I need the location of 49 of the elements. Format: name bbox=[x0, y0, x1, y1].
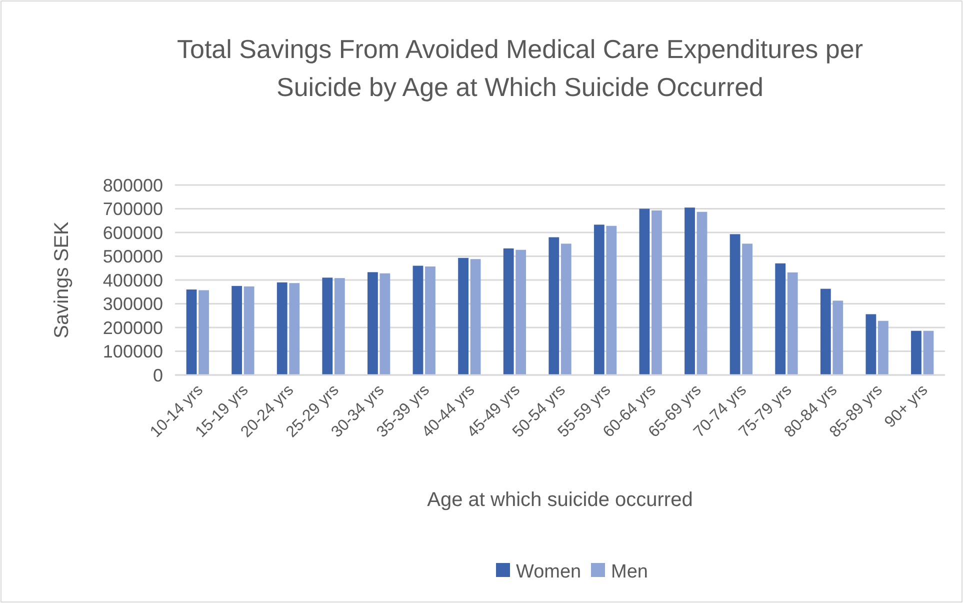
bar bbox=[276, 282, 288, 375]
y-tick-label: 800000 bbox=[102, 175, 163, 196]
y-tick-label: 500000 bbox=[102, 246, 163, 267]
bar bbox=[652, 210, 662, 375]
bar bbox=[594, 224, 604, 375]
bar bbox=[775, 263, 786, 375]
bar bbox=[787, 272, 798, 375]
bar bbox=[730, 234, 740, 375]
bar bbox=[368, 272, 378, 375]
bar bbox=[322, 278, 333, 375]
bar bbox=[516, 250, 526, 375]
bar bbox=[334, 278, 345, 375]
bar bbox=[911, 330, 922, 375]
bar bbox=[639, 208, 650, 375]
y-tick-label: 700000 bbox=[102, 199, 163, 220]
legend-label: Women bbox=[516, 562, 582, 583]
bar bbox=[470, 259, 481, 375]
x-axis-title: Age at which suicide occurred bbox=[427, 489, 693, 511]
bar bbox=[548, 237, 560, 375]
bar bbox=[923, 330, 934, 375]
x-tick-label: 90+ yrs bbox=[882, 382, 932, 432]
bar bbox=[425, 266, 436, 375]
bar bbox=[560, 244, 572, 375]
bar bbox=[289, 283, 300, 375]
bar bbox=[380, 273, 390, 375]
y-tick-label: 200000 bbox=[102, 318, 163, 338]
bar bbox=[232, 286, 242, 375]
bar bbox=[198, 290, 209, 375]
y-tick-label: 600000 bbox=[102, 222, 163, 243]
y-tick-label: 100000 bbox=[102, 342, 163, 362]
bar bbox=[696, 212, 708, 375]
bar bbox=[458, 258, 468, 375]
y-tick-label: 300000 bbox=[102, 294, 163, 314]
bar bbox=[866, 314, 876, 375]
bar bbox=[832, 300, 844, 375]
bar bbox=[244, 286, 254, 375]
bar bbox=[503, 248, 514, 375]
y-axis-title: Savings SEK bbox=[51, 220, 73, 338]
chart-title: Total Savings From Avoided Medical Care Expenditures per Suicide by Age at Which Suicide Occurred bbox=[177, 34, 864, 102]
bar bbox=[820, 288, 831, 375]
bar bbox=[186, 290, 197, 375]
bar bbox=[878, 320, 888, 375]
bar bbox=[412, 266, 424, 375]
bar bbox=[742, 244, 752, 375]
bar bbox=[606, 226, 617, 375]
legend-label: Men bbox=[611, 562, 648, 583]
y-tick-label: 0 bbox=[152, 365, 163, 386]
bar bbox=[684, 208, 695, 375]
y-tick-label: 400000 bbox=[102, 270, 163, 290]
